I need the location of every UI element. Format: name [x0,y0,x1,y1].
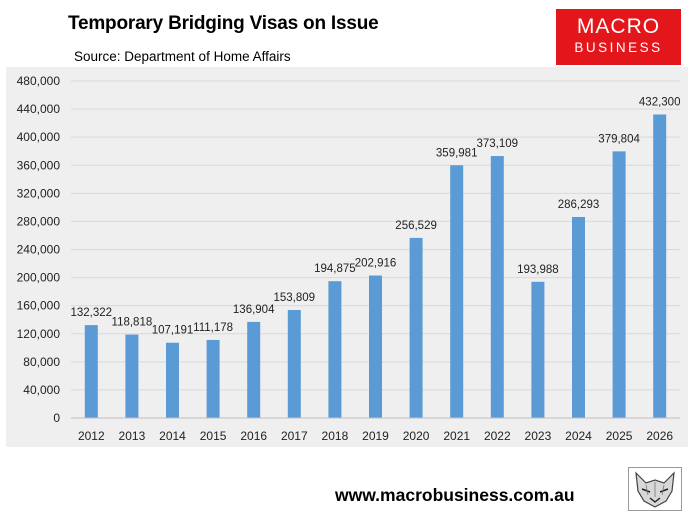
x-tick-label: 2017 [281,429,308,443]
x-tick-label: 2022 [484,429,511,443]
y-tick-label: 400,000 [17,130,61,144]
bar-2019 [369,275,382,418]
data-label: 136,904 [233,304,275,316]
x-tick-label: 2023 [525,429,552,443]
data-label: 118,818 [112,317,153,329]
data-label: 107,191 [152,325,194,337]
x-tick-label: 2014 [159,429,186,443]
data-label: 153,809 [274,292,316,304]
x-tick-label: 2013 [119,429,146,443]
bar-2014 [166,342,179,418]
bar-2025 [612,151,626,418]
wolf-icon [628,467,682,511]
bar-2012 [84,325,98,418]
data-label: 111,178 [193,322,233,334]
y-tick-label: 40,000 [23,383,60,397]
data-label: 286,293 [558,199,600,211]
bar-2016 [247,321,261,418]
y-tick-label: 440,000 [17,102,61,116]
x-tick-label: 2016 [240,429,267,443]
x-tick-label: 2026 [646,429,673,443]
bar-2023 [531,281,545,418]
data-label: 432,300 [639,96,681,108]
x-tick-label: 2024 [565,429,592,443]
x-tick-label: 2018 [322,429,349,443]
data-label: 373,109 [477,138,519,150]
logo-line-1: MACRO [576,15,661,38]
bar-2022 [490,156,504,418]
x-tick-label: 2021 [443,429,470,443]
y-axis: 0 40,000 80,000 120,000 160,000 200,000 240,00… [17,74,61,425]
y-tick-label: 280,000 [17,214,61,228]
bar-2021 [450,165,464,418]
y-tick-label: 240,000 [17,243,61,257]
bar-2024 [572,216,585,418]
macro-business-logo: MACRO BUSINESS [556,9,681,65]
data-label: 132,322 [71,307,113,319]
y-tick-label: 320,000 [17,186,61,200]
data-label: 379,804 [598,133,640,145]
y-tick-label: 80,000 [23,355,60,369]
y-tick-label: 0 [53,411,60,425]
x-tick-label: 2019 [362,429,389,443]
x-tick-label: 2012 [78,429,105,443]
x-tick-label: 2015 [200,429,227,443]
x-tick-label: 2025 [606,429,633,443]
bar-2026 [653,114,667,418]
bar-2020 [409,237,423,418]
y-tick-label: 360,000 [17,158,61,172]
bar-2017 [287,310,301,418]
bar-2015 [206,339,220,418]
bars [84,114,667,418]
data-label: 359,981 [436,147,478,159]
data-label: 202,916 [355,258,397,270]
bar-2018 [328,281,342,418]
logo-line-2: BUSINESS [574,40,663,55]
bar-2013 [125,334,139,418]
data-label: 256,529 [395,220,437,232]
y-tick-label: 480,000 [17,74,61,88]
chart-source: Source: Department of Home Affairs [74,49,291,64]
x-tick-label: 2020 [403,429,430,443]
chart-title: Temporary Bridging Visas on Issue [68,13,379,34]
website-url[interactable]: www.macrobusiness.com.au [335,485,575,505]
y-tick-label: 120,000 [17,327,61,341]
x-axis: 2012 2013 2014 2015 2016 2017 2018 2019 2020 2021… [71,417,680,443]
y-tick-label: 160,000 [17,299,61,313]
y-tick-label: 200,000 [17,271,61,285]
data-label: 194,875 [314,263,356,275]
data-label: 193,988 [517,264,559,276]
